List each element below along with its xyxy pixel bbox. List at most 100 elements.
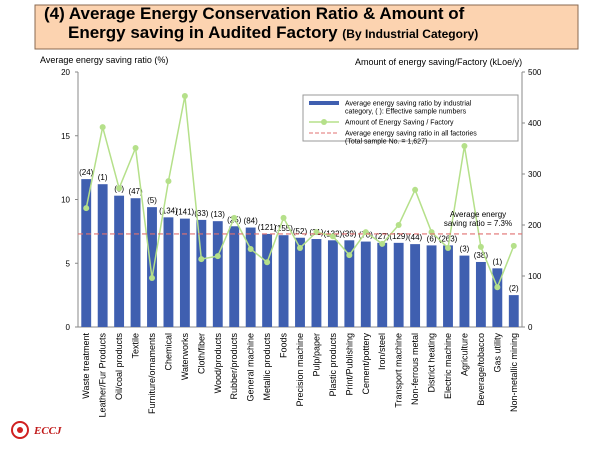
bar: [179, 218, 190, 327]
line-marker: [116, 185, 123, 192]
line-marker: [395, 222, 402, 228]
bar: [97, 184, 108, 327]
legend-label-line: category, ( ): Effective sample numbers: [345, 109, 467, 116]
legend-symbol-marker: [321, 119, 327, 125]
sample-label: (24): [79, 168, 94, 177]
y2-tick-label: 500: [528, 68, 542, 77]
sample-label: (38): [474, 251, 489, 260]
bar: [393, 242, 404, 327]
line-marker: [461, 142, 468, 149]
reference-annotation: saving ratio = 7.3%: [444, 219, 512, 228]
bar: [295, 237, 305, 327]
line-marker: [494, 284, 501, 291]
line-marker: [99, 124, 106, 131]
bar: [508, 295, 519, 327]
sample-label: (263): [439, 234, 458, 243]
line-marker: [264, 259, 271, 266]
line-marker: [297, 244, 303, 251]
sample-label: (1): [492, 257, 502, 266]
bar: [229, 226, 240, 327]
x-tick-label: Chemical: [163, 333, 173, 371]
chart-title: (4) Average Energy Conservation Ratio & …: [44, 4, 465, 23]
reference-annotation: Average energy: [450, 210, 506, 219]
line-marker: [83, 205, 90, 212]
x-tick-label: Precision machine: [295, 333, 305, 407]
bar: [196, 219, 207, 327]
x-tick-label: Pulp/paper: [311, 333, 321, 377]
sample-label: (47): [128, 187, 143, 196]
line-marker: [445, 244, 451, 251]
x-tick-label: Leather/Fur Products: [98, 333, 108, 418]
sample-label: (1): [98, 173, 108, 182]
line-marker: [132, 144, 139, 151]
sample-label: (27): [375, 232, 390, 241]
x-tick-label: Print/Publishing: [344, 333, 354, 396]
x-tick-label: Waterworks: [180, 333, 190, 381]
line-marker: [329, 233, 336, 240]
bar: [114, 195, 125, 327]
sample-label: (33): [194, 209, 209, 218]
sample-label: (6): [427, 234, 437, 243]
sample-label: (13): [211, 210, 226, 219]
y-tick-label: 10: [61, 196, 70, 205]
sample-label: (129): [389, 232, 408, 241]
legend-label: Average energy saving ratio in all facto…: [345, 131, 477, 146]
x-tick-label: Non-ferrous metal: [410, 333, 420, 405]
bar: [426, 245, 437, 327]
chart-subtitle: (By Industrial Category): [342, 27, 478, 41]
legend-label: Average energy saving ratio by industria…: [345, 101, 472, 116]
bar: [212, 221, 223, 327]
y2-tick-label: 400: [528, 119, 542, 128]
x-tick-label: Beverage/tobacco: [476, 333, 486, 406]
x-tick-label: Foods: [279, 333, 289, 359]
legend-label-line: Average energy saving ratio in all facto…: [345, 131, 477, 138]
line-marker: [198, 256, 205, 263]
y2-axis-title: Amount of energy saving/Factory (kLoe/y): [355, 57, 522, 67]
legend: Average energy saving ratio by industria…: [302, 94, 519, 146]
x-tick-label: Metallic products: [262, 333, 272, 401]
bar: [130, 198, 141, 327]
x-tick-label: Non-metallic mining: [509, 333, 519, 412]
sample-label: (121): [258, 223, 277, 232]
line-marker: [412, 186, 419, 193]
line-marker: [510, 242, 517, 249]
logo-icon: [11, 421, 29, 439]
line-marker: [379, 240, 386, 247]
sample-label: (39): [342, 229, 357, 238]
line-marker: [231, 214, 238, 221]
sample-label: (84): [244, 217, 259, 226]
bar: [410, 244, 421, 327]
legend-label-line: Average energy saving ratio by industria…: [345, 101, 472, 108]
y2-tick-label: 300: [528, 170, 542, 179]
x-tick-label: Waste treatment: [81, 333, 91, 399]
x-tick-label: District heating: [427, 333, 437, 393]
y-tick-label: 15: [61, 132, 70, 141]
x-tick-label: Agriculture: [459, 333, 469, 376]
bar: [475, 261, 486, 327]
sample-label: (3): [460, 245, 470, 254]
sample-label: (2): [509, 284, 519, 293]
bar: [278, 235, 289, 327]
legend-label: Amount of Energy Saving / Factory: [345, 120, 454, 127]
y-tick-label: 20: [61, 68, 70, 77]
y-axis-title: Average energy saving ratio (%): [40, 55, 168, 65]
line-marker: [165, 178, 172, 185]
x-tick-label: Textile: [131, 333, 141, 359]
x-tick-label: Plastic products: [328, 333, 338, 397]
x-tick-label: Wood/products: [213, 333, 223, 394]
line-marker: [477, 243, 484, 250]
chart-title-line2: Energy saving in Audited Factory (By Ind…: [68, 23, 478, 42]
title-box: [34, 4, 579, 50]
line-marker: [247, 245, 254, 252]
bar: [377, 242, 388, 327]
logo: ECCJ: [33, 425, 62, 437]
bar: [492, 268, 503, 327]
line-marker: [181, 92, 188, 99]
bar: [311, 239, 322, 327]
legend-label-line: (Total sample No. = 1,627): [345, 139, 427, 146]
x-tick-label: Iron/steel: [377, 333, 387, 370]
y2-tick-label: 0: [528, 323, 533, 332]
line-marker: [149, 275, 155, 282]
sample-label: (155): [274, 224, 293, 233]
sample-label: (134): [159, 206, 178, 215]
